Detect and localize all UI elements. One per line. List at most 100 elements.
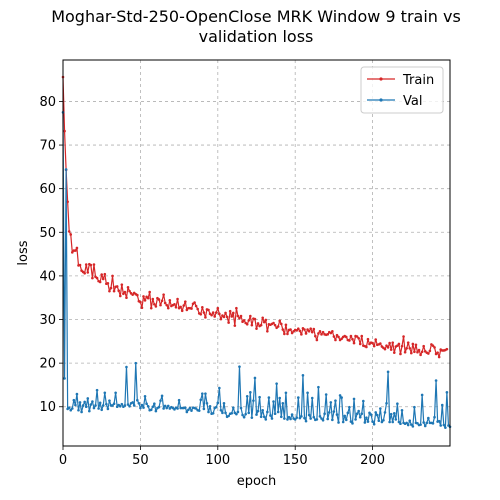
x-tick-label: 150 <box>283 453 308 468</box>
train-loss-point <box>385 344 388 347</box>
val-loss-point <box>143 394 147 398</box>
train-loss-point <box>374 338 378 341</box>
val-loss-point <box>385 401 388 405</box>
train-loss-point <box>259 323 263 327</box>
x-tick-label: 50 <box>132 453 149 468</box>
train-loss-point <box>168 299 172 302</box>
train-loss-point <box>352 341 356 345</box>
train-loss-point <box>242 319 246 322</box>
train-loss-point <box>348 339 351 342</box>
train-loss-point <box>433 346 436 349</box>
legend-val-marker <box>379 98 383 102</box>
val-loss-point <box>160 394 164 398</box>
val-loss-point <box>114 391 117 395</box>
train-loss-point <box>207 308 210 312</box>
train-loss-point <box>92 263 96 266</box>
train-loss-point <box>185 308 189 312</box>
train-loss-point <box>428 349 432 353</box>
train-loss-point <box>120 283 124 286</box>
val-loss-point <box>410 423 413 426</box>
val-loss-point <box>252 399 255 402</box>
val-loss-point <box>83 400 86 404</box>
val-loss-point <box>91 400 94 403</box>
legend-train-label: Train <box>402 73 434 88</box>
train-loss-point <box>281 328 285 331</box>
train-loss-point <box>410 351 413 355</box>
val-loss-point <box>266 410 269 414</box>
val-loss-point <box>197 409 201 412</box>
x-axis-label: epoch <box>237 474 277 489</box>
train-loss-point <box>290 331 294 335</box>
train-loss-point <box>372 344 376 348</box>
val-loss-point <box>136 398 139 402</box>
train-loss-point <box>321 330 325 334</box>
val-loss-point <box>267 396 271 399</box>
val-loss-point <box>278 396 282 400</box>
train-loss-point <box>238 316 241 320</box>
train-loss-point <box>196 307 199 311</box>
val-loss-point <box>103 391 107 395</box>
y-tick-label: 40 <box>39 269 56 284</box>
val-loss-point <box>324 393 328 396</box>
train-loss-point <box>112 289 116 293</box>
val-loss-point <box>301 374 305 377</box>
val-loss-point <box>287 415 291 419</box>
val-loss-point <box>357 409 360 413</box>
train-loss-point <box>91 276 94 280</box>
train-loss-point <box>136 293 139 297</box>
train-loss-point <box>231 311 235 315</box>
train-loss-point <box>63 129 66 133</box>
val-loss-point <box>95 388 99 392</box>
val-loss-point <box>239 406 243 410</box>
train-loss-point <box>245 323 249 326</box>
y-tick-label: 50 <box>39 226 56 241</box>
val-loss-point <box>204 392 207 395</box>
y-axis-ticks: 10 20 30 40 50 60 70 80 <box>39 95 63 415</box>
val-loss-point <box>218 386 221 390</box>
val-loss-point <box>157 405 161 409</box>
val-loss-point <box>363 421 367 424</box>
train-loss-point <box>276 325 280 328</box>
val-loss-point <box>211 411 215 415</box>
val-loss-point <box>258 395 261 399</box>
val-loss-point <box>303 416 306 420</box>
val-loss-point <box>400 408 404 412</box>
train-loss-point <box>431 344 435 347</box>
val-loss-point <box>349 420 353 423</box>
train-loss-point <box>335 333 339 337</box>
train-loss-point <box>247 319 251 322</box>
val-loss-point <box>431 422 435 425</box>
train-loss-point <box>190 307 193 310</box>
val-loss-point <box>310 396 314 400</box>
val-loss-point <box>63 377 66 380</box>
train-loss-point <box>326 333 330 336</box>
val-loss-point <box>128 405 131 408</box>
train-loss-point <box>67 230 71 233</box>
val-loss-point <box>366 420 370 423</box>
train-loss-point <box>279 322 283 326</box>
val-loss-point <box>269 414 272 417</box>
val-loss-point <box>118 405 122 408</box>
train-loss-point <box>157 298 161 301</box>
train-loss-point <box>74 249 77 252</box>
val-loss-point <box>249 391 252 394</box>
train-loss-point <box>286 332 289 336</box>
val-loss-point <box>445 391 449 394</box>
val-loss-point <box>245 394 249 398</box>
train-loss-point <box>70 251 74 254</box>
val-loss-point <box>318 415 322 418</box>
val-loss-point <box>331 418 334 422</box>
val-loss-point <box>312 415 316 419</box>
val-loss-point <box>120 402 124 406</box>
val-loss-point <box>69 408 73 412</box>
val-loss-point <box>315 418 319 421</box>
chart-title-line-2: validation loss <box>199 27 314 46</box>
train-loss-point <box>405 347 408 350</box>
train-loss-point <box>101 277 105 281</box>
train-loss-point <box>411 342 415 346</box>
val-loss-point <box>151 405 155 409</box>
train-loss-point <box>139 300 142 304</box>
train-loss-point <box>84 263 88 266</box>
train-loss-point <box>86 271 90 274</box>
val-loss-point <box>306 391 309 395</box>
